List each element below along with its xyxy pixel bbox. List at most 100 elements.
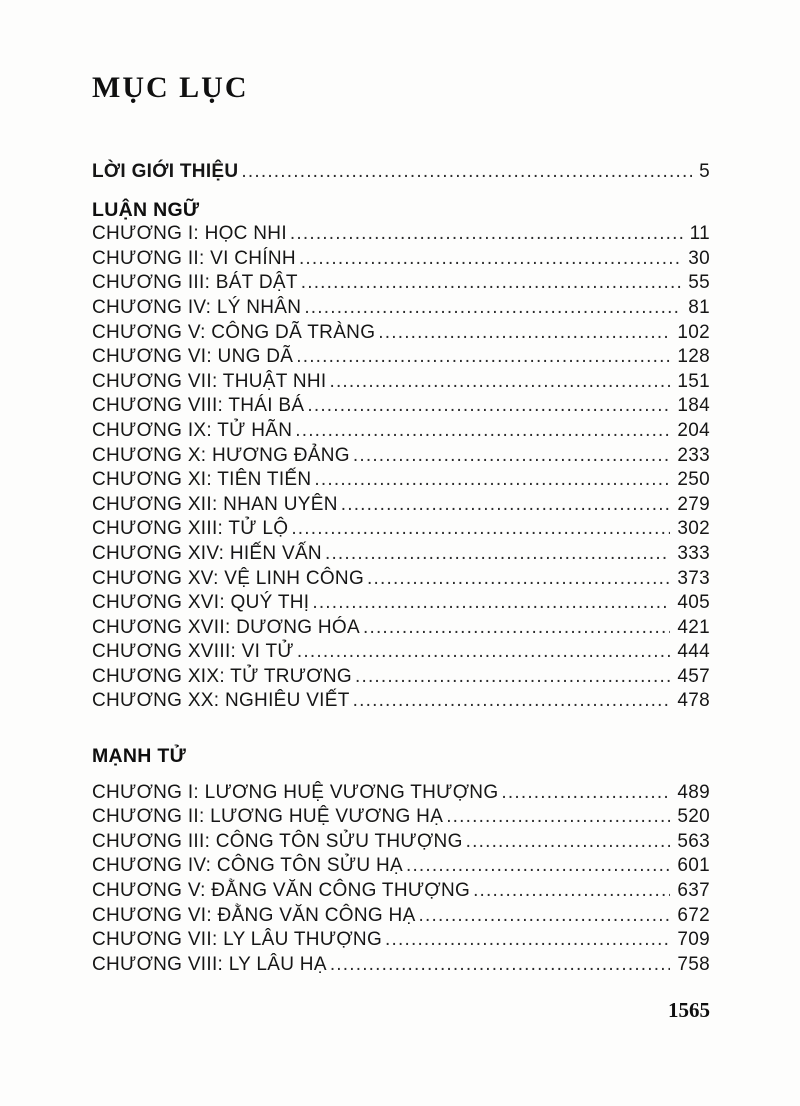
section-header-luan-ngu: LUẬN NGỮ xyxy=(92,198,200,221)
table-of-contents: LỜI GIỚI THIỆU .........................… xyxy=(92,160,710,977)
dot-leader: ........................................… xyxy=(465,830,671,852)
toc-entry-label: CHƯƠNG XI: TIÊN TIẾN xyxy=(92,469,312,491)
toc-row: CHƯƠNG IV: CÔNG TÔN SỬU HẠ .............… xyxy=(92,854,710,879)
toc-entry-page: 637 xyxy=(677,880,710,902)
toc-row: CHƯƠNG IX: TỬ HÃN ......................… xyxy=(92,419,710,444)
toc-entry-label: CHƯƠNG XX: NGHIÊU VIẾT xyxy=(92,690,350,712)
dot-leader: ........................................… xyxy=(473,880,670,902)
dot-leader: ........................................… xyxy=(355,665,670,687)
section-header-manh-tu: MẠNH TỬ xyxy=(92,745,187,768)
toc-entry-label: CHƯƠNG XV: VỆ LINH CÔNG xyxy=(92,567,365,589)
toc-row: CHƯƠNG VII: LY LÂU THƯỢNG ..............… xyxy=(92,928,710,953)
dot-leader: ........................................… xyxy=(295,419,671,441)
toc-row-intro: LỜI GIỚI THIỆU .........................… xyxy=(92,160,710,185)
toc-entry-label: CHƯƠNG IX: TỬ HÃN xyxy=(92,419,293,441)
toc-row: CHƯƠNG XVII: DƯƠNG HÓA .................… xyxy=(92,616,710,641)
toc-entry-page: 55 xyxy=(688,272,710,294)
toc-entry-page: 81 xyxy=(688,296,710,318)
toc-entry-label: CHƯƠNG VII: THUẬT NHI xyxy=(92,370,327,392)
dot-leader: ........................................… xyxy=(340,493,671,515)
toc-entry-page: 672 xyxy=(677,904,710,926)
toc-entry-label: CHƯƠNG V: CÔNG DÃ TRÀNG xyxy=(92,321,376,343)
toc-entry-label: CHƯƠNG XIX: TỬ TRƯƠNG xyxy=(92,665,352,687)
toc-row: CHƯƠNG XX: NGHIÊU VIẾT .................… xyxy=(92,689,710,714)
toc-entry-label: CHƯƠNG III: BÁT DẬT xyxy=(92,272,298,294)
dot-leader: ........................................… xyxy=(289,223,683,245)
toc-entry-page: 151 xyxy=(677,370,710,392)
toc-entry-page: 102 xyxy=(677,321,710,343)
toc-row: CHƯƠNG VIII: LY LÂU HẠ .................… xyxy=(92,953,710,978)
toc-entry-page: 128 xyxy=(677,346,710,368)
toc-entry-page: 302 xyxy=(677,518,710,540)
dot-leader: ........................................… xyxy=(312,592,670,614)
toc-entry-label: CHƯƠNG XVII: DƯƠNG HÓA xyxy=(92,616,360,638)
dot-leader: ........................................… xyxy=(298,247,682,269)
toc-entry-page: 233 xyxy=(677,444,710,466)
toc-entry-label: CHƯƠNG II: VI CHÍNH xyxy=(92,247,296,269)
dot-leader: ........................................… xyxy=(501,781,671,803)
toc-row: CHƯƠNG V: ĐẰNG VĂN CÔNG THƯỢNG .........… xyxy=(92,879,710,904)
dot-leader: ........................................… xyxy=(378,321,670,343)
dot-leader: ........................................… xyxy=(385,929,671,951)
toc-entry-label: CHƯƠNG XVI: QUÝ THỊ xyxy=(92,592,310,614)
toc-row: CHƯƠNG X: HƯƠNG ĐẢNG ...................… xyxy=(92,444,710,469)
folio-page-number: 1565 xyxy=(668,998,710,1023)
dot-leader: ........................................… xyxy=(329,953,671,975)
dot-leader: ........................................… xyxy=(352,444,671,466)
toc-row: CHƯƠNG IV: LÝ NHÂN .....................… xyxy=(92,296,710,321)
dot-leader: ........................................… xyxy=(296,641,670,663)
toc-entry-page: 373 xyxy=(677,567,710,589)
toc-entry-page: 11 xyxy=(689,223,710,245)
dot-leader: ........................................… xyxy=(446,806,670,828)
toc-entry-page: 457 xyxy=(677,665,710,687)
toc-entry-page: 520 xyxy=(677,806,710,828)
toc-entry-label: CHƯƠNG X: HƯƠNG ĐẢNG xyxy=(92,444,350,466)
toc-entry-label: CHƯƠNG IV: CÔNG TÔN SỬU HẠ xyxy=(92,855,403,877)
toc-row: CHƯƠNG VI: UNG DÃ ......................… xyxy=(92,345,710,370)
toc-entry-page: 489 xyxy=(677,781,710,803)
toc-entry-label: CHƯƠNG VI: ĐẰNG VĂN CÔNG HẠ xyxy=(92,904,416,926)
toc-row: CHƯƠNG I: HỌC NHI ......................… xyxy=(92,222,710,247)
toc-row: CHƯƠNG I: LƯƠNG HUỆ VƯƠNG THƯỢNG .......… xyxy=(92,781,710,806)
toc-entry-page: 478 xyxy=(677,690,710,712)
toc-entry-label: CHƯƠNG VI: UNG DÃ xyxy=(92,346,294,368)
toc-row: CHƯƠNG XV: VỆ LINH CÔNG ................… xyxy=(92,567,710,592)
dot-leader: ........................................… xyxy=(304,296,681,318)
toc-row: CHƯƠNG XI: TIÊN TIẾN ...................… xyxy=(92,468,710,493)
toc-row: CHƯƠNG V: CÔNG DÃ TRÀNG ................… xyxy=(92,321,710,346)
dot-leader: ........................................… xyxy=(307,395,671,417)
dot-leader: ........................................… xyxy=(296,346,671,368)
toc-row: CHƯƠNG VIII: THÁI BÁ ...................… xyxy=(92,394,710,419)
toc-entry-page: 279 xyxy=(677,493,710,515)
page-title: MỤC LỤC xyxy=(92,71,249,104)
toc-row: CHƯƠNG XIV: HIẾN VẤN ...................… xyxy=(92,542,710,567)
toc-entry-label: CHƯƠNG VIII: THÁI BÁ xyxy=(92,395,305,417)
toc-entry-label: CHƯƠNG I: LƯƠNG HUỆ VƯƠNG THƯỢNG xyxy=(92,781,499,803)
dot-leader: ........................................… xyxy=(324,542,671,564)
toc-row: CHƯƠNG III: BÁT DẬT ....................… xyxy=(92,271,710,296)
toc-entry-page: 758 xyxy=(677,953,710,975)
dot-leader: ........................................… xyxy=(367,567,670,589)
toc-row: CHƯƠNG VII: THUẬT NHI ..................… xyxy=(92,370,710,395)
toc-entry-page: 333 xyxy=(677,542,710,564)
dot-leader: ........................................… xyxy=(300,272,682,294)
toc-row: CHƯƠNG III: CÔNG TÔN SỬU THƯỢNG ........… xyxy=(92,830,710,855)
toc-entry-page: 5 xyxy=(699,161,710,182)
dot-leader: ........................................… xyxy=(352,690,671,712)
toc-entry-page: 405 xyxy=(677,592,710,614)
dot-leader: ........................................… xyxy=(329,370,671,392)
toc-entry-label: CHƯƠNG III: CÔNG TÔN SỬU THƯỢNG xyxy=(92,830,463,852)
toc-entry-label: CHƯƠNG II: LƯƠNG HUỆ VƯƠNG HẠ xyxy=(92,806,444,828)
toc-entry-label: CHƯƠNG XVIII: VI TỬ xyxy=(92,641,294,663)
toc-row: CHƯƠNG XVI: QUÝ THỊ ....................… xyxy=(92,591,710,616)
toc-row: CHƯƠNG XIX: TỬ TRƯƠNG ..................… xyxy=(92,665,710,690)
toc-entry-page: 421 xyxy=(677,616,710,638)
toc-entry-label: CHƯƠNG VIII: LY LÂU HẠ xyxy=(92,953,327,975)
dot-leader: ........................................… xyxy=(405,855,671,877)
dot-leader: ........................................… xyxy=(418,904,671,926)
dot-leader: ........................................… xyxy=(241,161,692,182)
toc-entry-label: CHƯƠNG IV: LÝ NHÂN xyxy=(92,296,302,318)
dot-leader: ........................................… xyxy=(363,616,671,638)
toc-entry-label: CHƯƠNG I: HỌC NHI xyxy=(92,223,287,245)
